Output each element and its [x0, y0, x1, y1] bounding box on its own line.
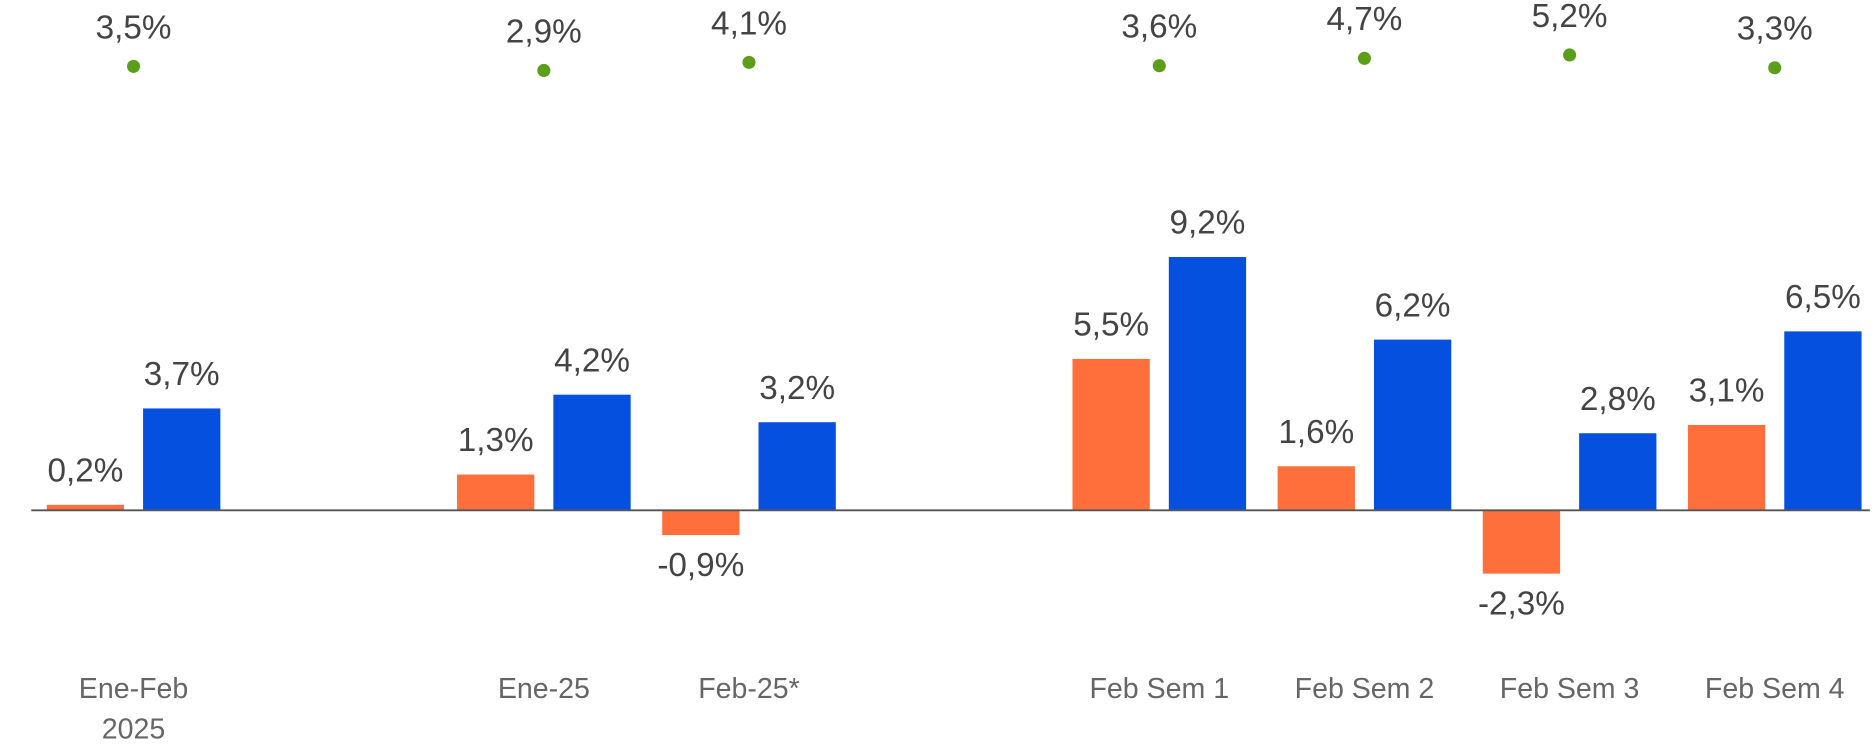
bar: [1579, 433, 1657, 511]
value-label: 3,1%: [1689, 373, 1765, 410]
x-label-box: Ene-Feb 2025: [78, 673, 189, 746]
value-label: 1,6%: [1278, 414, 1354, 451]
bar: [1168, 257, 1247, 511]
bar: [662, 510, 740, 536]
x-label-box: Feb Sem 2: [1294, 673, 1435, 706]
x-tick-label: Feb Sem 2: [1294, 673, 1435, 706]
x-label-box: Feb Sem 4: [1704, 673, 1845, 706]
dot: [127, 59, 141, 73]
value-label: 5,5%: [1073, 307, 1149, 344]
value-label: 3,3%: [1737, 11, 1813, 48]
value-label: 9,2%: [1170, 205, 1246, 242]
dot: [1768, 61, 1782, 75]
bar: [457, 474, 535, 511]
bar: [46, 504, 125, 511]
bar: [1072, 358, 1150, 511]
x-label-box: Ene-25: [497, 673, 590, 706]
bar: [1687, 424, 1766, 511]
x-tick-label: Ene-25: [497, 673, 590, 706]
bar: [1277, 466, 1355, 511]
bar: [1784, 331, 1862, 511]
bar: [553, 394, 631, 511]
x-tick-label: Feb-25*: [698, 673, 800, 706]
value-label: 2,9%: [506, 13, 582, 50]
x-label-box: Feb Sem 1: [1089, 673, 1230, 706]
value-label: 5,2%: [1532, 0, 1608, 35]
value-label: 3,5%: [96, 9, 172, 46]
x-tick-label: Ene-Feb 2025: [78, 673, 189, 746]
bar: [1373, 339, 1452, 511]
value-label: 4,7%: [1327, 1, 1403, 38]
value-label: 3,7%: [144, 356, 220, 393]
value-label: -2,3%: [1478, 586, 1565, 623]
dot: [537, 63, 551, 77]
value-label: 6,2%: [1375, 287, 1451, 324]
value-label: 3,6%: [1121, 9, 1197, 46]
value-label: 0,2%: [47, 452, 123, 489]
value-label: 2,8%: [1580, 381, 1656, 418]
dot: [1152, 59, 1166, 73]
x-tick-label: Feb Sem 3: [1499, 673, 1640, 706]
value-label: 1,3%: [458, 422, 534, 459]
value-label: -0,9%: [657, 547, 744, 584]
bar: [143, 408, 221, 511]
value-label: 4,1%: [711, 5, 787, 42]
x-label-box: Feb-25*: [698, 673, 800, 706]
dot: [742, 55, 756, 69]
x-tick-label: Feb Sem 1: [1089, 673, 1230, 706]
value-label: 4,2%: [554, 342, 630, 379]
value-label: 3,2%: [759, 370, 835, 407]
bar: [758, 422, 836, 511]
dot: [1357, 51, 1371, 65]
x-tick-label: Feb Sem 4: [1704, 673, 1845, 706]
bar: [1482, 510, 1561, 574]
value-label: 6,5%: [1785, 279, 1861, 316]
x-label-box: Feb Sem 3: [1499, 673, 1640, 706]
dot: [1563, 48, 1577, 62]
